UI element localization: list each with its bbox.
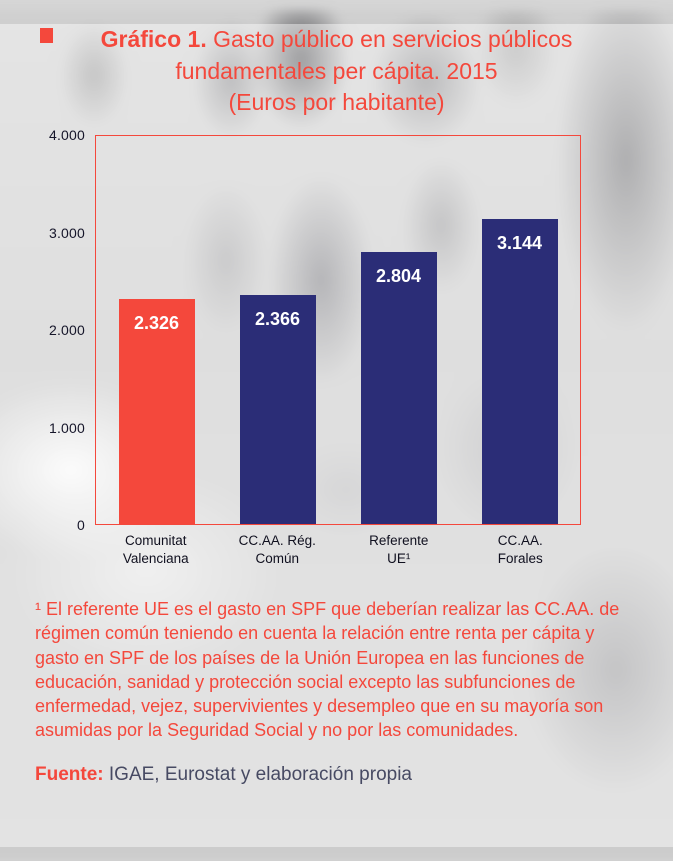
bar-value-label: 2.366: [254, 308, 301, 329]
bar-3: 2.804: [360, 252, 437, 525]
source-line: Fuente: IGAE, Eurostat y elaboración pro…: [35, 764, 673, 786]
background-overlay: [0, 24, 673, 847]
title-main: Gasto público en servicios públicos fund…: [175, 26, 573, 84]
source-label: Fuente:: [35, 763, 104, 785]
title-prefix: Gráfico 1.: [100, 26, 207, 52]
bar-2: 2.366: [239, 294, 316, 525]
bar-4: 3.144: [481, 219, 558, 525]
y-tick-label: 2.000: [48, 322, 85, 339]
plot-area: 2.326 2.366 2.804 3.144: [95, 135, 581, 526]
infographic: Gráfico 1. Gasto público en servicios pú…: [0, 24, 673, 786]
x-axis-label: CC.AA. Forales: [497, 533, 543, 566]
y-tick-label: 4.000: [48, 127, 85, 144]
footnote: ¹ El referente UE es el gasto en SPF que…: [35, 599, 620, 740]
y-tick-label: 0: [77, 517, 85, 534]
y-tick-label: 1.000: [48, 419, 85, 436]
bar-1: 2.326: [118, 298, 195, 525]
source-text: IGAE, Eurostat y elaboración propia: [108, 763, 412, 785]
x-axis: Comunitat Valenciana CC.AA. Rég. Común Ref…: [95, 532, 581, 567]
x-axis-label: CC.AA. Rég. Común: [238, 533, 316, 566]
bar-value-label: 2.804: [375, 266, 422, 287]
y-tick-label: 3.000: [48, 224, 85, 241]
bar-chart: 0 1.000 2.000 3.000 4.000 2.326 2.366 2.804 3.1…: [35, 127, 581, 567]
logo-mark: [40, 28, 53, 43]
x-axis-label: Referente UE¹: [369, 533, 429, 566]
y-axis: 0 1.000 2.000 3.000 4.000: [35, 127, 95, 533]
background-photo: [0, 10, 673, 861]
bar-value-label: 2.326: [133, 312, 180, 333]
title-subtitle: (Euros por habitante): [228, 89, 445, 116]
x-axis-label: Comunitat Valenciana: [122, 533, 189, 566]
chart-title: Gráfico 1. Gasto público en servicios pú…: [54, 24, 620, 119]
bar-value-label: 3.144: [496, 233, 543, 254]
